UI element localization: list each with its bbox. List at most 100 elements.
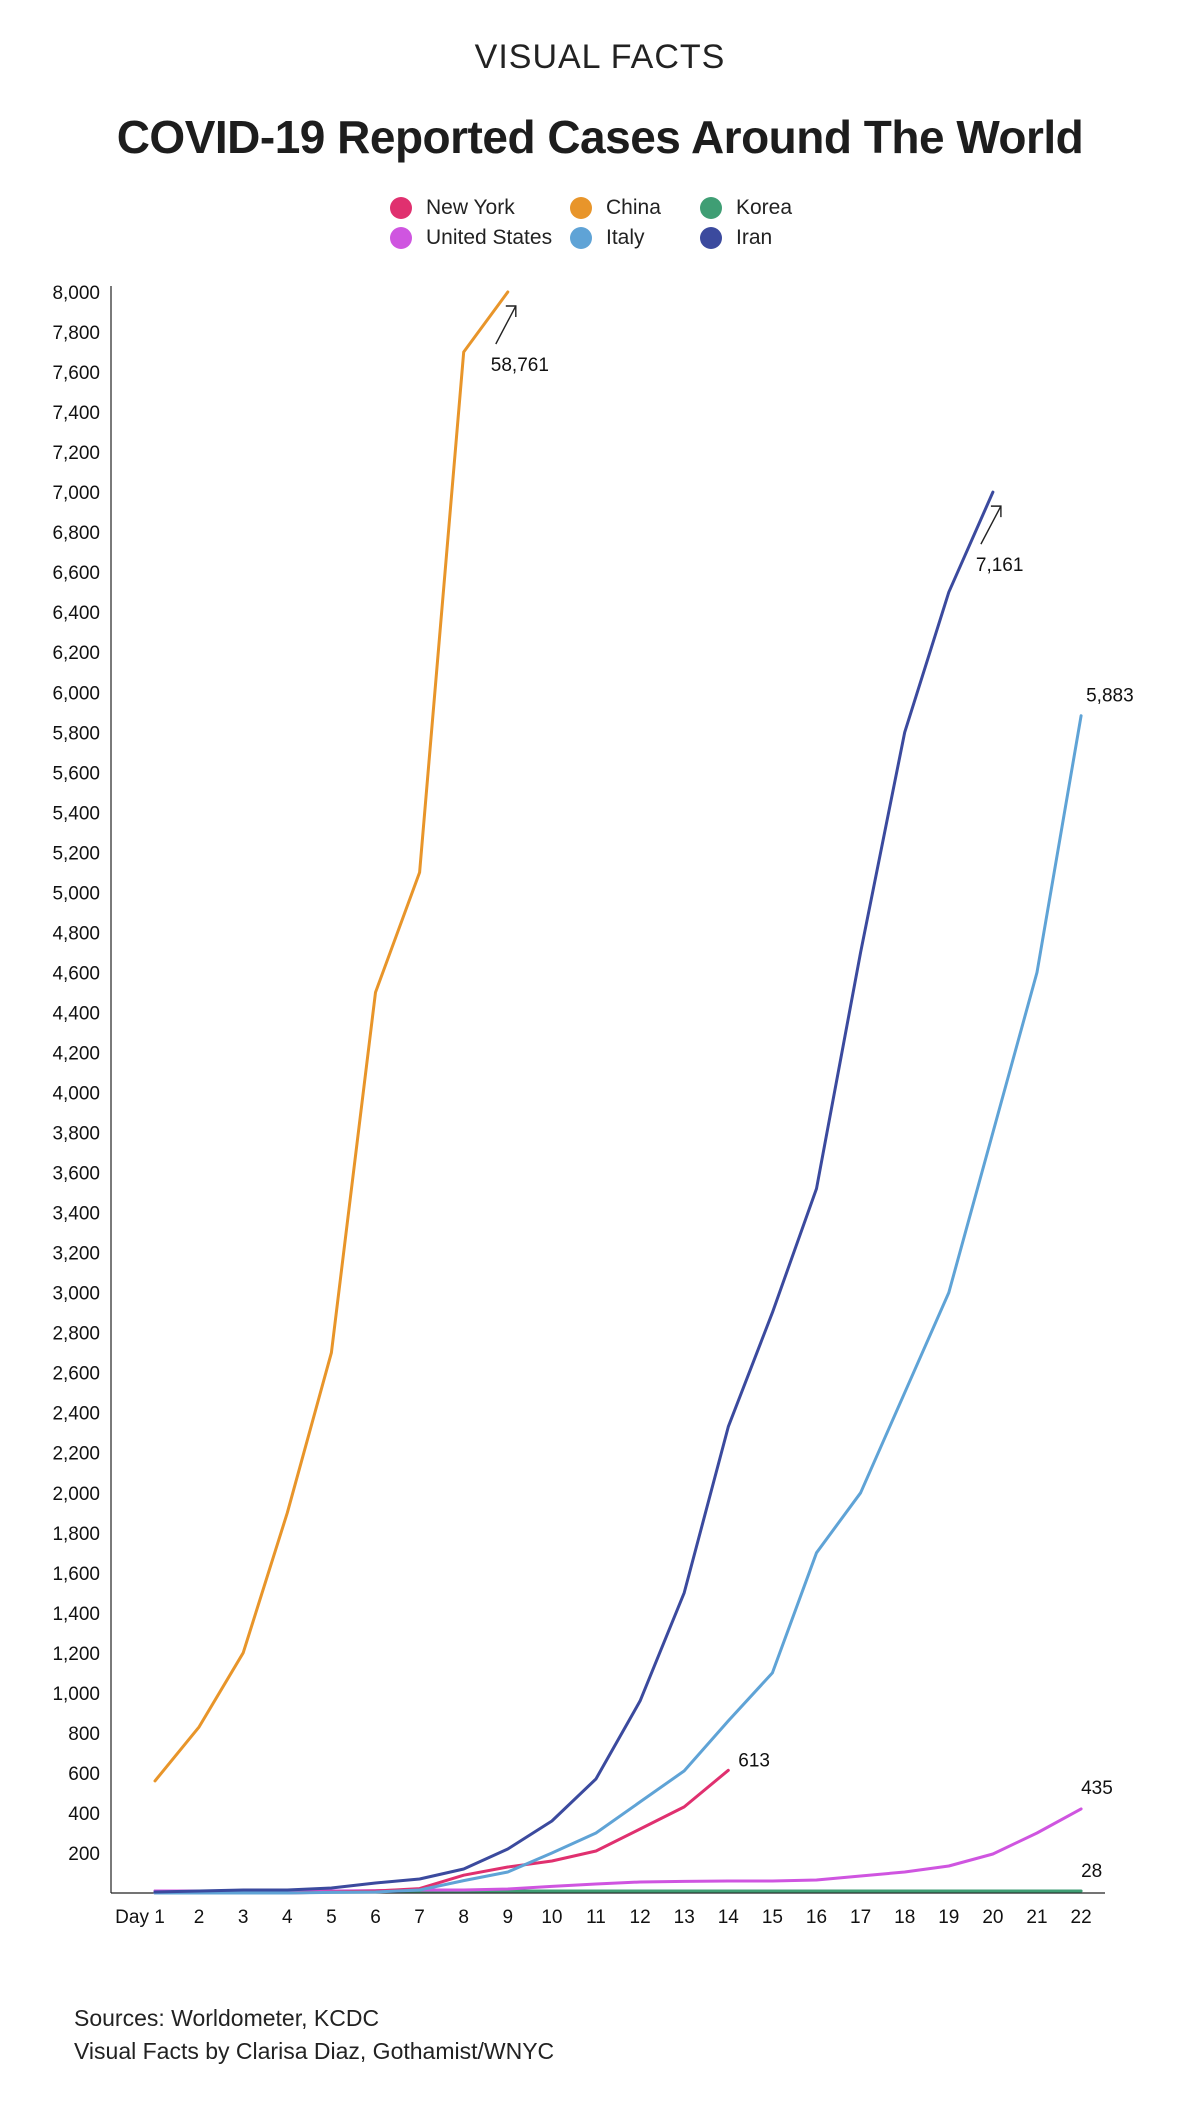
x-tick-label: 19 xyxy=(938,1907,959,1928)
y-tick-label: 3,200 xyxy=(52,1244,100,1265)
credit-note: Visual Facts by Clarisa Diaz, Gothamist/… xyxy=(74,2038,555,2064)
y-tick-label: 6,600 xyxy=(52,563,100,584)
y-tick-label: 6,400 xyxy=(52,603,100,624)
end-label-iran: 7,161 xyxy=(976,555,1024,576)
x-tick-label: 3 xyxy=(238,1907,249,1928)
y-tick-label: 600 xyxy=(68,1764,100,1785)
x-tick-label: 12 xyxy=(630,1907,651,1928)
x-tick-label: 9 xyxy=(503,1907,514,1928)
y-tick-label: 3,400 xyxy=(52,1204,100,1225)
x-tick-label: 20 xyxy=(982,1907,1003,1928)
series-line-italy xyxy=(153,714,1083,1895)
y-tick-label: 800 xyxy=(68,1724,100,1745)
y-tick-label: 7,600 xyxy=(52,363,100,384)
legend-item-united-states: United States xyxy=(390,226,552,250)
off-scale-arrowhead-china xyxy=(505,305,517,317)
x-tick-label: 21 xyxy=(1026,1907,1047,1928)
off-scale-arrow-china xyxy=(495,305,517,345)
y-tick-label: 1,800 xyxy=(52,1524,100,1545)
legend-swatch xyxy=(570,197,592,219)
legend-label: Italy xyxy=(606,226,645,249)
x-tick-label: 16 xyxy=(806,1907,827,1928)
y-tick-label: 7,400 xyxy=(52,403,100,424)
y-tick-label: 4,400 xyxy=(52,1003,100,1024)
y-tick-label: 400 xyxy=(68,1804,100,1825)
series-line-iran xyxy=(153,490,995,1894)
y-tick-label: 4,800 xyxy=(52,923,100,944)
end-label-italy: 5,883 xyxy=(1086,686,1134,707)
y-tick-label: 7,200 xyxy=(52,443,100,464)
legend-label: New York xyxy=(426,196,515,219)
y-tick-label: 7,000 xyxy=(52,483,100,504)
y-tick-label: 3,800 xyxy=(52,1124,100,1145)
x-tick-label: 7 xyxy=(414,1907,425,1928)
legend-item-iran: Iran xyxy=(700,226,772,250)
y-tick-label: 3,000 xyxy=(52,1284,100,1305)
y-tick-label: 200 xyxy=(68,1844,100,1865)
legend-swatch xyxy=(570,227,592,249)
y-tick-label: 1,600 xyxy=(52,1564,100,1585)
x-tick-label: 5 xyxy=(326,1907,337,1928)
legend: New York United States China Italy Korea… xyxy=(390,192,950,262)
y-tick-label: 5,200 xyxy=(52,843,100,864)
legend-swatch xyxy=(700,227,722,249)
y-tick-label: 2,200 xyxy=(52,1444,100,1465)
x-tick-label: 6 xyxy=(370,1907,381,1928)
y-tick-label: 5,600 xyxy=(52,763,100,784)
end-label-china: 58,761 xyxy=(491,355,549,376)
y-tick-label: 1,000 xyxy=(52,1684,100,1705)
x-tick-label: 22 xyxy=(1071,1907,1092,1928)
legend-item-new-york: New York xyxy=(390,196,515,220)
y-tick-label: 6,000 xyxy=(52,683,100,704)
legend-item-china: China xyxy=(570,196,661,220)
y-tick-label: 2,600 xyxy=(52,1364,100,1385)
legend-label: Iran xyxy=(736,226,773,249)
x-tick-label: 18 xyxy=(894,1907,915,1928)
x-tick-label: 11 xyxy=(586,1907,606,1928)
y-tick-label: 4,000 xyxy=(52,1084,100,1105)
y-tick-label: 2,800 xyxy=(52,1324,100,1345)
y-tick-label: 1,400 xyxy=(52,1604,100,1625)
end-label-united-states: 435 xyxy=(1081,1778,1113,1799)
x-tick-label: 10 xyxy=(541,1907,562,1928)
y-tick-label: 5,000 xyxy=(52,883,100,904)
y-tick-label: 6,200 xyxy=(52,643,100,664)
y-tick-label: 3,600 xyxy=(52,1164,100,1185)
x-tick-label: 17 xyxy=(850,1907,871,1928)
y-tick-label: 8,000 xyxy=(52,283,100,304)
legend-swatch xyxy=(700,197,722,219)
y-tick-label: 7,800 xyxy=(52,323,100,344)
legend-label: Korea xyxy=(736,196,793,219)
x-tick-label: 13 xyxy=(674,1907,695,1928)
series-line-united-states xyxy=(153,1807,1083,1893)
x-tick-label: 14 xyxy=(718,1907,740,1928)
x-tick-label: 4 xyxy=(282,1907,293,1928)
x-tick-label: 8 xyxy=(458,1907,469,1928)
y-tick-label: 2,400 xyxy=(52,1404,100,1425)
legend-swatch xyxy=(390,227,412,249)
end-label-korea: 28 xyxy=(1081,1861,1102,1882)
y-tick-label: 5,400 xyxy=(52,803,100,824)
series-line-china xyxy=(153,290,510,1783)
x-tick-label: Day 1 xyxy=(115,1907,165,1928)
legend-item-italy: Italy xyxy=(570,226,645,250)
chart-title: COVID-19 Reported Cases Around The World xyxy=(116,111,1084,163)
y-tick-label: 2,000 xyxy=(52,1484,100,1505)
sources-note: Sources: Worldometer, KCDC xyxy=(74,2005,380,2031)
y-tick-label: 5,800 xyxy=(52,723,100,744)
y-tick-label: 4,600 xyxy=(52,963,100,984)
legend-swatch xyxy=(390,197,412,219)
line-chart: 200 400 600 800 1,000 1,200 1,400 1,600 1,800 2,0… xyxy=(52,283,1134,1928)
x-tick-label: 2 xyxy=(194,1907,205,1928)
end-label-new-york: 613 xyxy=(738,1750,770,1771)
y-tick-label: 4,200 xyxy=(52,1043,100,1064)
off-scale-arrow-iran xyxy=(980,505,1002,545)
legend-label: China xyxy=(606,196,661,219)
y-tick-label: 1,200 xyxy=(52,1644,100,1665)
legend-label: United States xyxy=(426,226,553,249)
x-tick-label: 15 xyxy=(762,1907,783,1928)
y-tick-label: 6,800 xyxy=(52,523,100,544)
off-scale-arrowhead-iran xyxy=(990,505,1002,518)
kicker: VISUAL FACTS xyxy=(474,38,726,76)
legend-item-korea: Korea xyxy=(700,196,792,220)
